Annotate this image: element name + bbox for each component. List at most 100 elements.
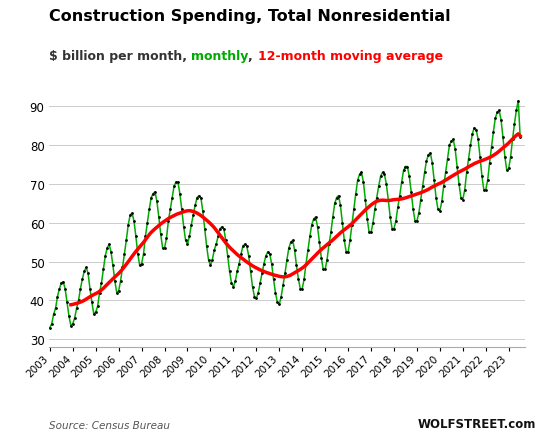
Point — [458, 197, 467, 204]
Point — [195, 193, 203, 200]
Point — [420, 169, 429, 176]
Point — [414, 210, 423, 217]
Point — [134, 251, 142, 258]
Point — [131, 233, 140, 240]
Point — [263, 249, 272, 256]
Point — [399, 168, 408, 174]
Point — [338, 220, 347, 227]
Point — [309, 216, 318, 223]
Point — [74, 297, 83, 304]
Point — [282, 256, 291, 263]
Point — [48, 320, 56, 327]
Point — [122, 237, 130, 244]
Point — [510, 121, 519, 128]
Point — [363, 216, 372, 223]
Point — [445, 142, 454, 149]
Point — [441, 169, 450, 176]
Text: WOLFSTREET.com: WOLFSTREET.com — [417, 417, 536, 430]
Point — [187, 222, 196, 229]
Point — [393, 204, 402, 211]
Point — [438, 198, 446, 205]
Point — [59, 279, 68, 286]
Point — [374, 183, 383, 190]
Point — [260, 260, 268, 267]
Point — [300, 276, 308, 283]
Point — [342, 249, 351, 256]
Point — [317, 255, 326, 262]
Point — [49, 311, 58, 318]
Point — [107, 249, 115, 256]
Point — [476, 154, 484, 161]
Point — [313, 224, 322, 230]
Point — [395, 193, 404, 200]
Point — [514, 98, 523, 105]
Point — [281, 270, 289, 277]
Point — [397, 179, 406, 186]
Point — [242, 243, 251, 250]
Point — [189, 212, 197, 219]
Point — [323, 256, 332, 263]
Point — [413, 218, 421, 225]
Point — [45, 324, 54, 331]
Point — [208, 256, 217, 263]
Point — [202, 243, 211, 250]
Point — [319, 266, 328, 273]
Point — [407, 189, 415, 196]
Point — [160, 245, 169, 252]
Point — [371, 206, 379, 213]
Point — [372, 194, 381, 201]
Point — [311, 214, 320, 221]
Text: Construction Spending, Total Nonresidential: Construction Spending, Total Nonresident… — [49, 9, 450, 23]
Point — [185, 233, 194, 240]
Point — [499, 135, 507, 141]
Point — [53, 293, 62, 300]
Point — [470, 125, 479, 132]
Point — [212, 241, 221, 248]
Point — [286, 239, 295, 246]
Point — [250, 293, 259, 300]
Point — [344, 249, 352, 256]
Point — [348, 222, 357, 229]
Point — [424, 152, 433, 159]
Point — [508, 137, 517, 144]
Point — [120, 251, 129, 258]
Point — [271, 289, 280, 296]
Point — [432, 194, 440, 201]
Point — [367, 230, 375, 237]
Point — [334, 193, 343, 200]
Point — [411, 218, 419, 225]
Point — [109, 263, 117, 270]
Point — [495, 108, 504, 115]
Point — [217, 224, 226, 230]
Point — [170, 183, 179, 190]
Point — [436, 208, 444, 215]
Point — [321, 266, 329, 273]
Point — [193, 194, 201, 201]
Point — [159, 245, 167, 252]
Point — [340, 237, 348, 244]
Point — [380, 171, 389, 178]
Point — [434, 206, 443, 213]
Point — [352, 191, 360, 198]
Point — [504, 166, 513, 173]
Point — [479, 187, 488, 194]
Point — [368, 220, 377, 227]
Point — [464, 156, 473, 163]
Point — [353, 177, 362, 184]
Point — [241, 241, 249, 248]
Point — [156, 231, 165, 238]
Point — [307, 222, 316, 229]
Point — [147, 194, 155, 201]
Point — [139, 251, 148, 258]
Point — [357, 169, 366, 176]
Point — [296, 286, 305, 293]
Point — [388, 226, 397, 233]
Point — [88, 299, 96, 306]
Point — [85, 286, 94, 293]
Point — [64, 313, 73, 320]
Point — [485, 160, 494, 167]
Point — [252, 295, 261, 302]
Point — [80, 268, 89, 275]
Point — [63, 299, 71, 306]
Point — [126, 212, 135, 219]
